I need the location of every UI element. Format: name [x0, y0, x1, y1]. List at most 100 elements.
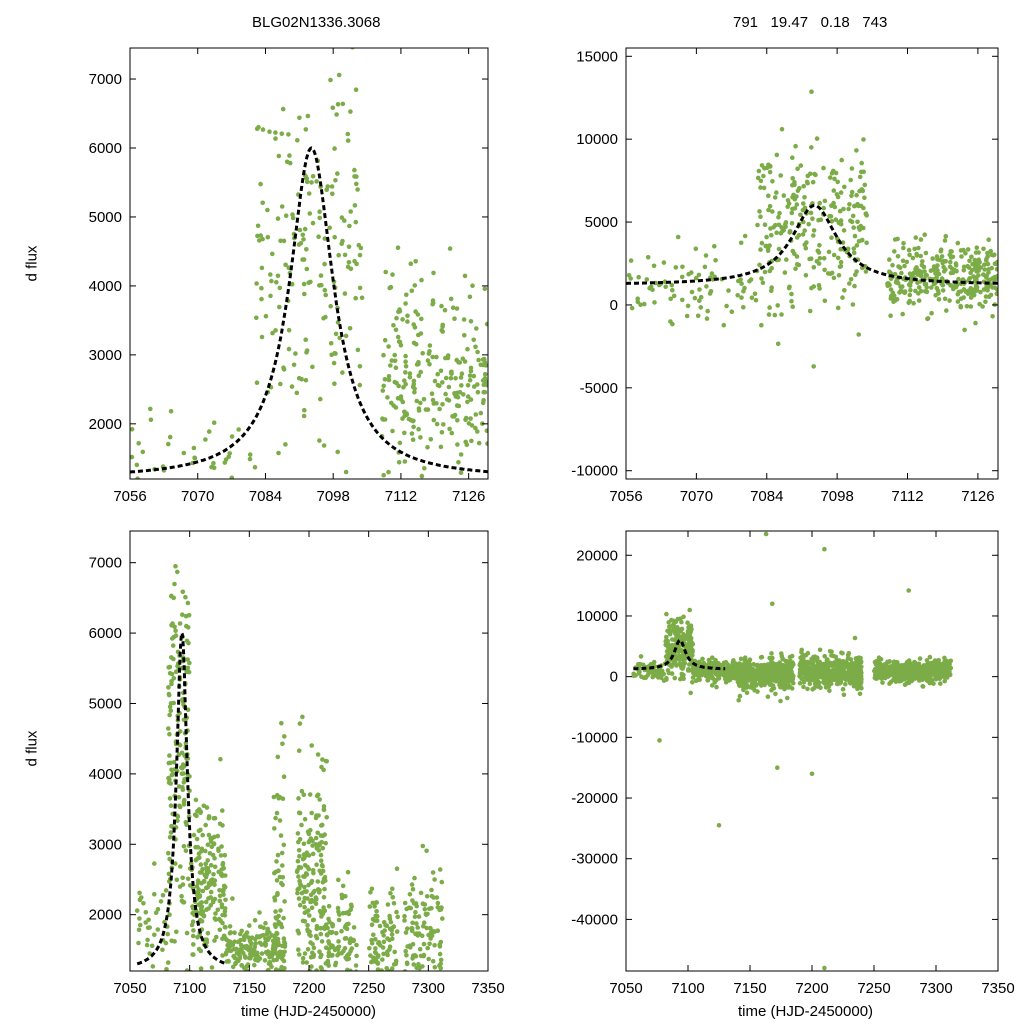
data-point [929, 310, 934, 316]
data-point [973, 320, 978, 326]
data-point [191, 445, 197, 451]
data-point [169, 938, 174, 944]
data-point [894, 279, 899, 284]
data-point [297, 854, 302, 859]
data-point [279, 720, 284, 726]
data-point [320, 880, 326, 885]
data-point [482, 286, 488, 292]
data-point [901, 674, 907, 680]
data-point [664, 637, 669, 643]
data-point [940, 668, 946, 673]
data-point [316, 1017, 321, 1022]
data-point [275, 754, 281, 760]
data-point [440, 322, 446, 328]
data-point [232, 930, 237, 935]
data-point [916, 245, 921, 251]
data-point [827, 688, 832, 694]
data-point [745, 672, 750, 677]
data-point [155, 906, 161, 912]
data-point [164, 967, 169, 971]
data-point [391, 901, 397, 906]
data-point [973, 283, 979, 289]
data-point [136, 940, 141, 946]
data-point [419, 316, 424, 322]
data-point [352, 203, 358, 208]
data-point [468, 365, 474, 371]
data-point [434, 895, 440, 900]
data-point [940, 283, 946, 288]
data-point [424, 974, 429, 979]
data-point [320, 911, 326, 917]
data-points [626, 89, 998, 369]
data-point [430, 354, 436, 360]
data-point [737, 668, 743, 673]
data-point [293, 351, 298, 356]
data-point [282, 982, 287, 987]
data-point [205, 858, 210, 863]
data-point [643, 675, 648, 680]
data-point [439, 303, 444, 309]
data-point [465, 394, 471, 399]
data-point [252, 465, 258, 470]
x-tick-label: 7150 [733, 980, 766, 997]
data-point [171, 760, 177, 765]
data-point [481, 389, 487, 395]
data-point [322, 886, 327, 892]
data-point [297, 721, 303, 726]
data-point [169, 671, 175, 677]
data-point [742, 233, 748, 239]
data-point [914, 265, 919, 270]
data-point [274, 996, 279, 1001]
data-point [389, 358, 395, 363]
data-point [317, 438, 322, 443]
data-point [761, 185, 767, 191]
data-point [319, 764, 324, 770]
data-point [470, 283, 475, 289]
y-tick-label: 4000 [89, 766, 122, 783]
data-point [295, 138, 300, 143]
data-point [354, 942, 359, 948]
data-point [769, 651, 774, 656]
data-point [895, 253, 901, 259]
data-point [712, 244, 717, 249]
data-point [983, 299, 988, 305]
data-point [171, 595, 176, 601]
data-point [439, 905, 444, 910]
data-point [336, 944, 342, 950]
data-point [898, 288, 904, 294]
data-point [927, 654, 933, 660]
data-point [302, 1006, 307, 1011]
data-point [455, 442, 460, 447]
data-point [650, 287, 655, 293]
data-point [416, 373, 422, 379]
data-point [833, 170, 839, 176]
data-point [920, 672, 925, 678]
data-point [318, 931, 324, 937]
data-point [137, 890, 142, 896]
data-point [443, 391, 448, 397]
data-point [923, 273, 929, 278]
data-point [809, 145, 814, 150]
data-point [663, 284, 668, 290]
data-point [684, 313, 690, 319]
data-point [390, 895, 396, 900]
data-point [386, 469, 391, 475]
data-point [297, 878, 302, 884]
data-point [308, 955, 314, 960]
data-point [848, 177, 853, 183]
data-point [274, 280, 279, 285]
data-point [403, 930, 409, 935]
data-point [282, 939, 287, 945]
data-point [856, 681, 862, 687]
data-point [414, 973, 419, 978]
data-point [211, 841, 217, 847]
data-point [900, 311, 905, 317]
data-point [303, 337, 309, 343]
data-point [974, 266, 980, 271]
data-point [283, 442, 288, 447]
x-tick-label: 7350 [981, 980, 1014, 997]
data-point [834, 657, 840, 663]
data-point [295, 868, 300, 873]
data-point [652, 300, 657, 305]
data-point [236, 958, 241, 964]
